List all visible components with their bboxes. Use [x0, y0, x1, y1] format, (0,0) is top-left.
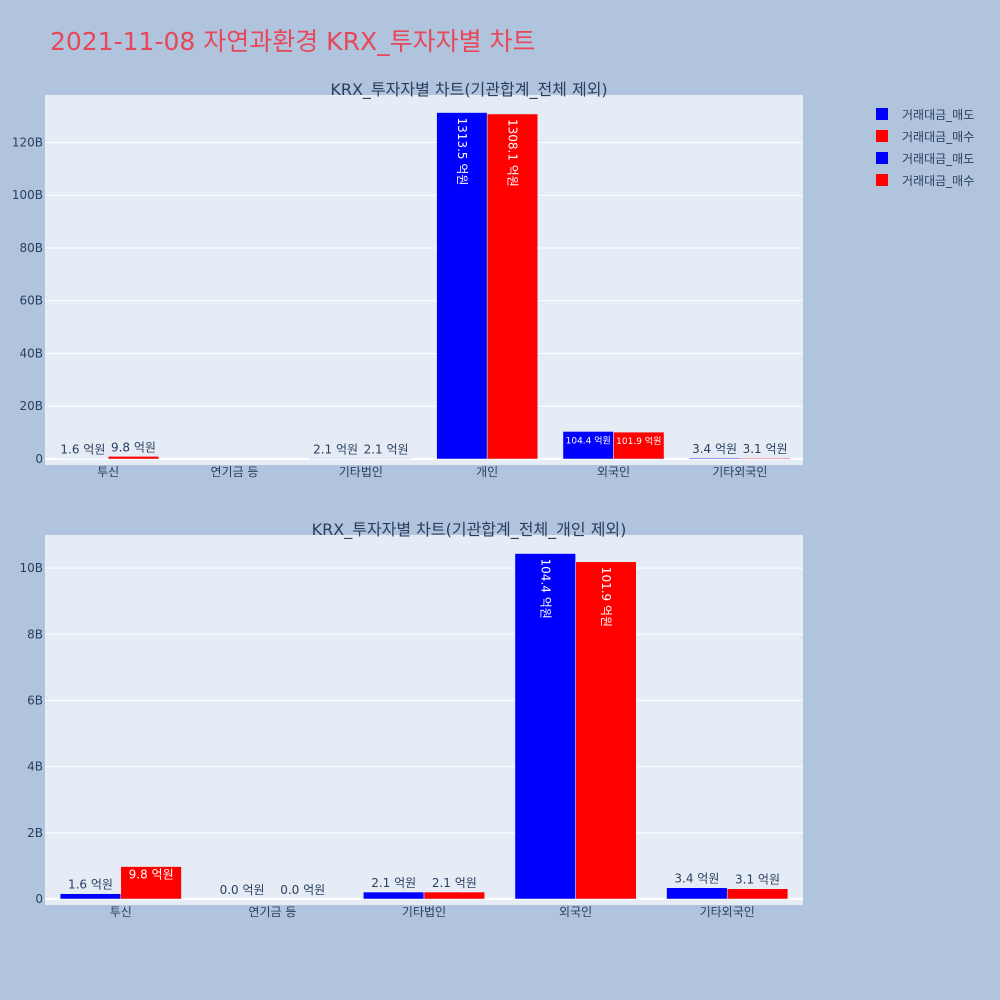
bar-label: 9.8 억원	[129, 868, 174, 882]
bar-buy	[739, 457, 791, 460]
x-tick-label: 외국인	[597, 465, 630, 479]
x-tick-label: 연기금 등	[211, 465, 259, 479]
x-tick-label: 투신	[110, 905, 132, 919]
bar-label: 1.6 억원	[60, 443, 105, 457]
legend-swatch[interactable]	[876, 130, 888, 142]
page-title: 2021-11-08 자연과환경 KRX_투자자별 차트	[50, 27, 536, 56]
bar-label: 1308.1 억원	[505, 119, 519, 187]
legend-item[interactable]: 거래대금_매도	[902, 152, 974, 166]
bar-buy	[575, 561, 637, 900]
bar-label: 9.8 억원	[111, 440, 156, 454]
y-tick-label: 60B	[19, 294, 43, 308]
bar-label: 1313.5 억원	[455, 118, 469, 186]
chart-2: 0 2B 4B 6B 8B 10B KRX_투자자별 차트(기관합계_전체_개인 제외) 투신…	[19, 520, 803, 919]
bar-label: 2.1 억원	[364, 442, 409, 456]
chart-title: KRX_투자자별 차트(기관합계_전체 제외)	[330, 80, 607, 100]
bar-sell	[514, 553, 576, 900]
bar-label: 3.4 억원	[692, 442, 737, 456]
x-tick-label: 연기금 등	[248, 905, 296, 919]
bar-label: 3.1 억원	[743, 442, 788, 456]
y-tick-label: 6B	[27, 693, 43, 707]
bar-label: 104.4 억원	[538, 559, 552, 619]
y-tick-label: 2B	[27, 826, 43, 840]
bar-buy	[107, 456, 159, 460]
bar-label: 0.0 억원	[220, 883, 265, 897]
legend-swatch[interactable]	[876, 108, 888, 120]
y-tick-label: 100B	[12, 188, 43, 202]
bar-sell	[363, 891, 425, 900]
y-tick-label: 120B	[12, 135, 43, 149]
legend-swatch[interactable]	[876, 152, 888, 164]
y-tick-label: 0	[35, 452, 43, 466]
legend-item[interactable]: 거래대금_매수	[902, 174, 974, 188]
x-tick-label: 개인	[476, 465, 498, 479]
bar-label: 1.6 억원	[68, 878, 113, 892]
bar-label: 2.1 억원	[432, 876, 477, 890]
bar-sell	[310, 458, 362, 460]
y-tick-label: 8B	[27, 627, 43, 641]
bar-buy	[360, 458, 412, 460]
bar-label: 101.9 억원	[616, 435, 661, 447]
y-tick-label: 10B	[19, 561, 43, 575]
y-tick-label: 4B	[27, 760, 43, 774]
bar-buy	[726, 888, 789, 900]
bar-label: 0.0 억원	[280, 883, 325, 897]
x-tick-label: 기타외국인	[712, 465, 767, 479]
bar-sell	[689, 457, 741, 460]
plot-area	[45, 95, 803, 465]
bar-sell	[436, 112, 488, 460]
bar-buy	[120, 866, 182, 900]
chart-1: 0 20B 40B 60B 80B 100B 120B KRX_투자자별 차트(기관합계_전체…	[12, 80, 803, 479]
bar-sell	[562, 431, 614, 460]
bar-buy	[423, 891, 485, 900]
y-tick-label: 80B	[19, 241, 43, 255]
bar-label: 2.1 억원	[371, 876, 416, 890]
x-tick-label: 투신	[97, 465, 119, 479]
bar-buy	[486, 113, 538, 460]
chart-title: KRX_투자자별 차트(기관합계_전체_개인 제외)	[312, 520, 627, 540]
bar-label: 2.1 억원	[313, 442, 358, 456]
y-tick-label: 40B	[19, 346, 43, 360]
bar-label: 104.4 억원	[566, 434, 611, 446]
x-tick-label: 기타법인	[339, 465, 383, 479]
legend-swatch[interactable]	[876, 174, 888, 186]
x-tick-label: 기타법인	[402, 905, 446, 919]
y-tick-label: 0	[35, 892, 43, 906]
bar-label: 101.9 억원	[599, 567, 613, 627]
bar-sell	[59, 893, 122, 900]
bar-buy	[613, 431, 665, 460]
bar-label: 3.4 억원	[674, 872, 719, 886]
bar-sell	[666, 887, 728, 900]
legend-item[interactable]: 거래대금_매수	[902, 130, 974, 144]
x-tick-label: 기타외국인	[700, 905, 755, 919]
y-tick-label: 20B	[19, 399, 43, 413]
plot-area	[45, 535, 803, 905]
legend-item[interactable]: 거래대금_매도	[902, 108, 974, 122]
x-tick-label: 외국인	[559, 905, 592, 919]
bar-label: 3.1 억원	[735, 873, 780, 887]
